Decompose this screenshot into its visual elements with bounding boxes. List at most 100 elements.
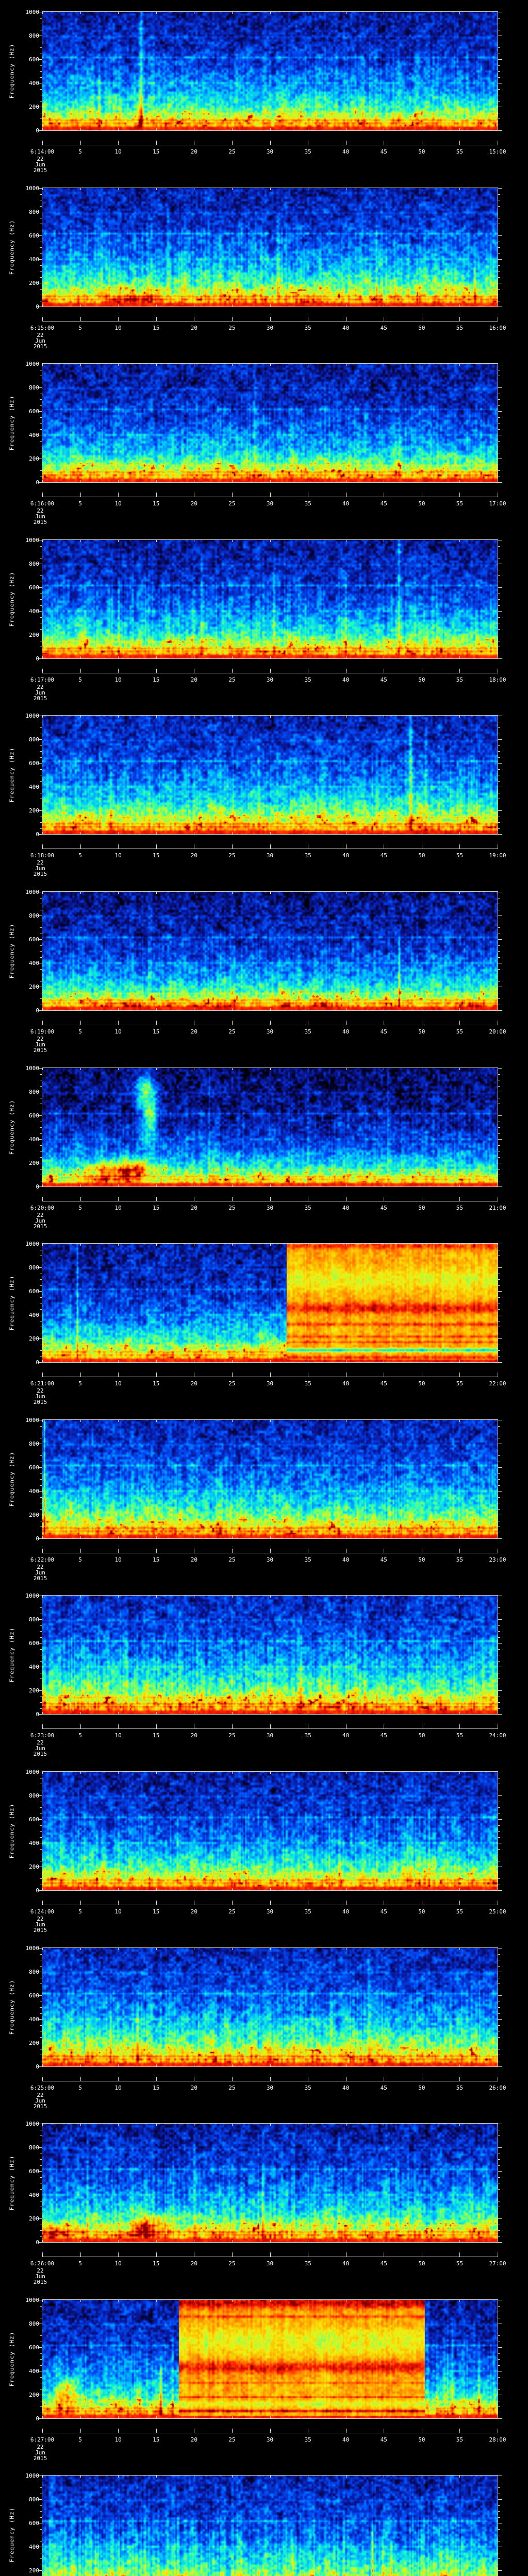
tick-mark (40, 417, 42, 418)
tick-mark (270, 2252, 271, 2257)
y-tick-label: 800 (29, 1089, 39, 1095)
x-tick-label: 20 (190, 1380, 197, 1387)
tick-mark (40, 1954, 42, 1955)
tick-mark (232, 656, 233, 658)
tick-mark (80, 1372, 81, 1377)
tick-mark (498, 253, 500, 254)
tick-mark (498, 1467, 502, 1468)
x-tick-label: 20 (190, 2436, 197, 2443)
tick-mark (42, 2416, 43, 2418)
tick-mark (80, 892, 81, 894)
tick-mark (40, 727, 42, 728)
tick-mark (232, 1549, 233, 1553)
tick-mark (498, 1115, 502, 1116)
tick-mark (498, 2189, 500, 2190)
tick-mark (498, 927, 500, 928)
y-tick-label: 800 (29, 1440, 39, 1447)
tick-mark (498, 2171, 502, 2172)
x-start-time-label: 6:26:00 (30, 2260, 55, 2267)
x-tick-label: 45 (380, 1908, 387, 1915)
tick-mark (80, 669, 81, 673)
tick-mark (40, 2159, 42, 2160)
tick-mark (38, 59, 42, 60)
x-tick-label: 30 (266, 2260, 274, 2267)
tick-mark (118, 364, 119, 366)
x-tick-label: 30 (266, 676, 274, 683)
x-end-time-label: 21:00 (489, 1205, 506, 1211)
x-tick-label: 25 (228, 148, 236, 155)
tick-mark (42, 1372, 43, 1377)
tick-mark (38, 387, 42, 388)
y-tick-label: 400 (29, 2368, 39, 2375)
x-tick-label: 30 (266, 1732, 274, 1739)
tick-mark (42, 1712, 43, 1714)
x-tick-label: 35 (304, 2436, 311, 2443)
spectrogram-image (42, 1243, 498, 1363)
y-tick-label: 400 (29, 256, 39, 263)
y-tick-label: 1000 (25, 185, 40, 192)
x-tick-label: 10 (114, 1556, 122, 1563)
tick-mark (40, 1607, 42, 1608)
tick-mark (118, 1596, 119, 1598)
tick-mark (498, 1714, 502, 1715)
y-tick-label: 400 (29, 1312, 39, 1318)
date-month: Jun (35, 1393, 45, 1400)
tick-mark (232, 317, 233, 321)
x-tick-label: 30 (266, 2084, 274, 2091)
tick-mark (156, 1948, 157, 1950)
x-end-time-label: 25:00 (489, 1908, 506, 1915)
tick-mark (118, 317, 119, 321)
tick-mark (42, 364, 43, 366)
tick-mark (270, 304, 271, 307)
tick-mark (498, 65, 500, 66)
x-tick-label: 55 (456, 1732, 464, 1739)
tick-mark (80, 1021, 81, 1025)
tick-mark (40, 617, 42, 618)
y-tick-label: 1000 (25, 361, 40, 367)
x-tick-label: 35 (304, 2260, 311, 2267)
tick-mark (38, 1467, 42, 1468)
tick-mark (498, 265, 500, 266)
tick-mark (498, 259, 502, 260)
x-tick-label: 25 (228, 1908, 236, 1915)
tick-mark (40, 118, 42, 119)
tick-mark (498, 71, 500, 72)
x-tick-label: 40 (342, 1028, 350, 1035)
tick-mark (38, 411, 42, 412)
spectrogram-panel: Frequency (Hz) 6:21:00 22:00 22 Jun 2015… (8, 1241, 506, 1405)
tick-mark (498, 897, 500, 899)
tick-mark (40, 2487, 42, 2488)
tick-mark (270, 12, 271, 14)
spectrogram-image (42, 1947, 498, 2067)
tick-mark (459, 480, 460, 482)
tick-mark (270, 1420, 271, 1422)
tick-mark (498, 2236, 500, 2237)
tick-mark (40, 2306, 42, 2307)
tick-mark (498, 1455, 500, 1456)
tick-mark (40, 1479, 42, 1480)
tick-mark (42, 317, 43, 321)
tick-mark (118, 2064, 119, 2066)
tick-mark (80, 2300, 81, 2302)
tick-mark (232, 716, 233, 718)
tick-mark (498, 1878, 500, 1879)
tick-mark (498, 399, 500, 400)
tick-mark (42, 2240, 43, 2242)
tick-mark (459, 2252, 460, 2257)
tick-mark (40, 1285, 42, 1286)
x-tick-label: 55 (456, 1556, 464, 1563)
x-tick-label: 40 (342, 2436, 350, 2443)
spectrogram-image (42, 1595, 498, 1715)
tick-mark (42, 2429, 43, 2433)
tick-mark (80, 2416, 81, 2418)
tick-mark (459, 716, 460, 718)
x-tick-label: 45 (380, 2260, 387, 2267)
y-tick-label: 200 (29, 2392, 39, 2398)
tick-mark (498, 1702, 500, 1703)
tick-mark (38, 482, 42, 483)
tick-mark (498, 739, 502, 740)
tick-mark (498, 277, 500, 278)
tick-mark (40, 751, 42, 752)
tick-mark (498, 1649, 500, 1650)
x-tick-label: 15 (153, 500, 160, 507)
